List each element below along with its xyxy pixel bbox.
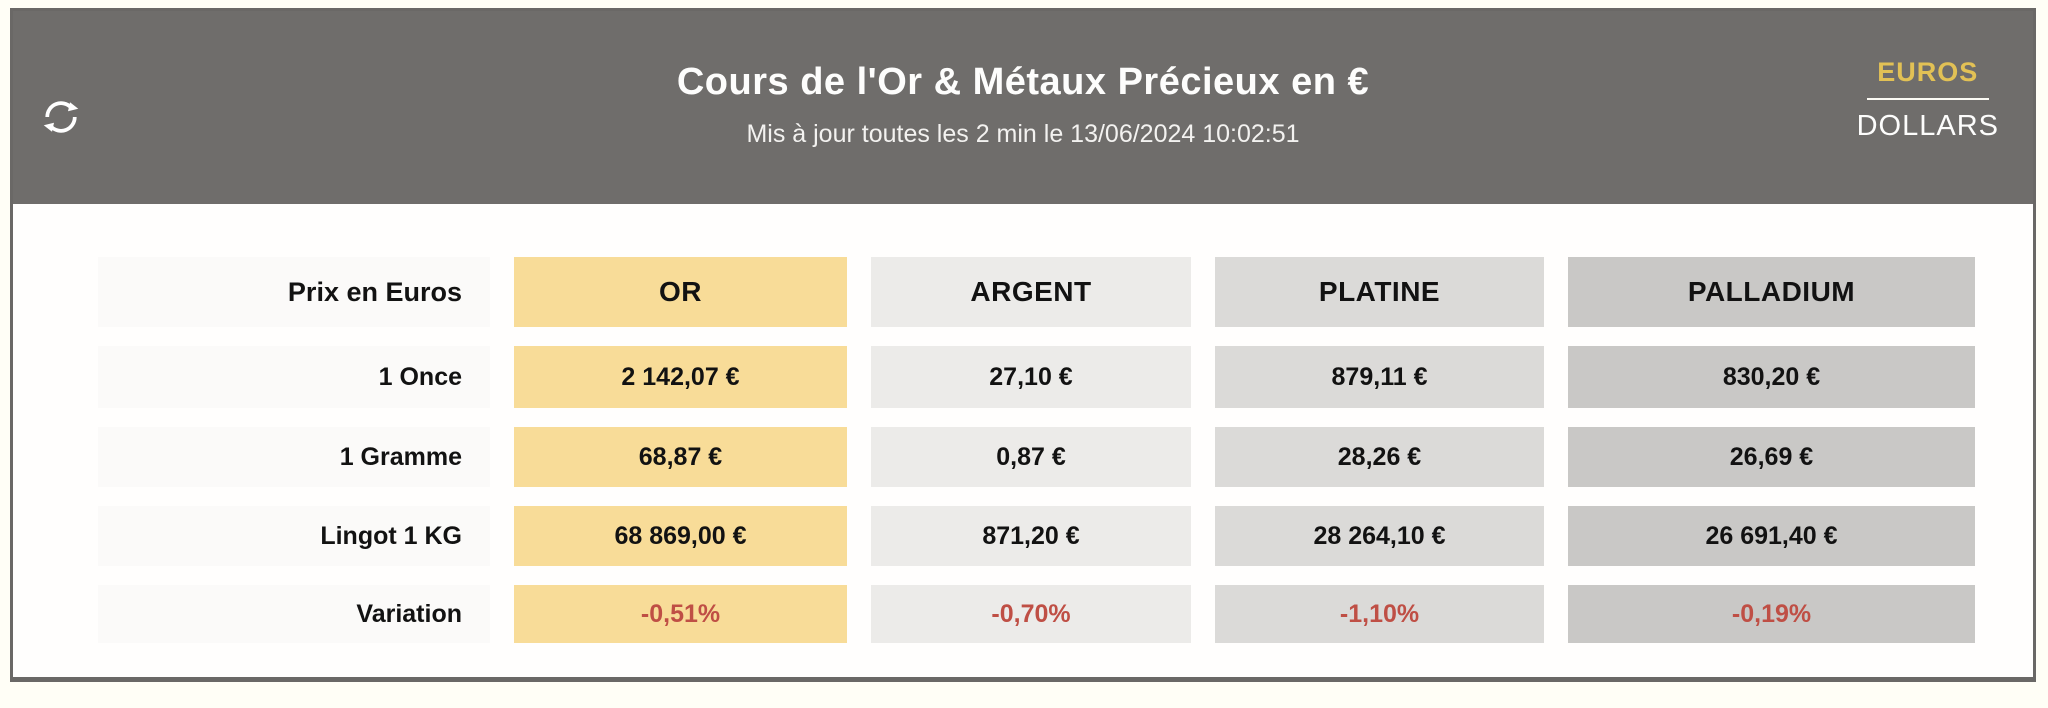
variation-or: -0,51%	[514, 585, 847, 643]
currency-divider	[1866, 98, 1989, 100]
prices-table: Prix en Euros OR ARGENT PLATINE PALLADIU…	[13, 204, 2033, 643]
header-titles: Cours de l'Or & Métaux Précieux en € Mis…	[13, 11, 2033, 149]
price-platine-once: 879,11 €	[1215, 346, 1544, 408]
metal-prices-widget: Cours de l'Or & Métaux Précieux en € Mis…	[10, 8, 2036, 682]
widget-header: Cours de l'Or & Métaux Précieux en € Mis…	[13, 11, 2033, 204]
price-argent-once: 27,10 €	[871, 346, 1191, 408]
column-header-platine: PLATINE	[1215, 257, 1544, 327]
currency-euros-button[interactable]: EUROS	[1877, 57, 1979, 87]
variation-palladium: -0,19%	[1568, 585, 1975, 643]
variation-argent: -0,70%	[871, 585, 1191, 643]
row-label-once: 1 Once	[98, 346, 490, 408]
price-or-gramme: 68,87 €	[514, 427, 847, 487]
price-or-lingot: 68 869,00 €	[514, 506, 847, 566]
price-or-once: 2 142,07 €	[514, 346, 847, 408]
last-updated-text: Mis à jour toutes les 2 min le 13/06/202…	[746, 120, 1300, 148]
refresh-button[interactable]	[39, 95, 83, 139]
price-argent-gramme: 0,87 €	[871, 427, 1191, 487]
page-title: Cours de l'Or & Métaux Précieux en €	[676, 61, 1370, 103]
corner-label: Prix en Euros	[98, 257, 490, 327]
row-label-variation: Variation	[98, 585, 490, 643]
price-palladium-lingot: 26 691,40 €	[1568, 506, 1975, 566]
row-label-lingot: Lingot 1 KG	[98, 506, 490, 566]
price-palladium-gramme: 26,69 €	[1568, 427, 1975, 487]
variation-platine: -1,10%	[1215, 585, 1544, 643]
column-header-argent: ARGENT	[871, 257, 1191, 327]
price-platine-lingot: 28 264,10 €	[1215, 506, 1544, 566]
price-palladium-once: 830,20 €	[1568, 346, 1975, 408]
currency-dollars-button[interactable]: DOLLARS	[1856, 110, 1999, 142]
column-header-palladium: PALLADIUM	[1568, 257, 1975, 327]
price-platine-gramme: 28,26 €	[1215, 427, 1544, 487]
row-label-gramme: 1 Gramme	[98, 427, 490, 487]
refresh-icon	[43, 101, 79, 133]
currency-toggle: EUROS DOLLARS	[1857, 57, 1999, 143]
column-header-or: OR	[514, 257, 847, 327]
price-argent-lingot: 871,20 €	[871, 506, 1191, 566]
